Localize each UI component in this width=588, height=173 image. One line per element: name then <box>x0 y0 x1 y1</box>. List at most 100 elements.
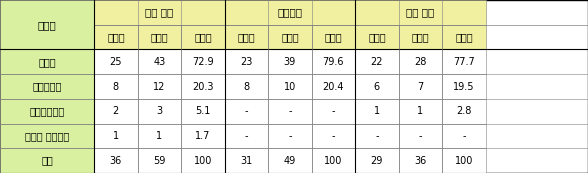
FancyBboxPatch shape <box>225 25 268 49</box>
Text: -: - <box>332 106 335 116</box>
FancyBboxPatch shape <box>0 124 94 148</box>
Text: 규조류: 규조류 <box>38 57 56 67</box>
Text: 출현종: 출현종 <box>412 32 429 42</box>
Text: 12: 12 <box>153 81 166 92</box>
FancyBboxPatch shape <box>181 49 225 74</box>
Text: 72.9: 72.9 <box>192 57 213 67</box>
FancyBboxPatch shape <box>138 124 181 148</box>
FancyBboxPatch shape <box>225 148 268 173</box>
FancyBboxPatch shape <box>225 49 268 74</box>
Text: 규질편모조류: 규질편모조류 <box>29 106 65 116</box>
Text: 3: 3 <box>156 106 162 116</box>
Text: -: - <box>245 106 248 116</box>
Text: -: - <box>332 131 335 141</box>
FancyBboxPatch shape <box>181 25 225 49</box>
FancyBboxPatch shape <box>138 49 181 74</box>
FancyBboxPatch shape <box>399 124 442 148</box>
Text: 2.8: 2.8 <box>456 106 472 116</box>
FancyBboxPatch shape <box>0 49 94 74</box>
FancyBboxPatch shape <box>0 99 94 124</box>
FancyBboxPatch shape <box>355 25 399 49</box>
Text: 1: 1 <box>156 131 162 141</box>
Text: 7: 7 <box>417 81 423 92</box>
Text: 2: 2 <box>113 106 119 116</box>
Text: 동물성 편모조류: 동물성 편모조류 <box>25 131 69 141</box>
Text: 29: 29 <box>370 156 383 166</box>
Text: 출현속: 출현속 <box>238 32 255 42</box>
Text: 1.7: 1.7 <box>195 131 211 141</box>
Text: 1: 1 <box>374 106 380 116</box>
Text: 점유율: 점유율 <box>325 32 342 42</box>
FancyBboxPatch shape <box>181 99 225 124</box>
FancyBboxPatch shape <box>312 74 355 99</box>
Text: 77.7: 77.7 <box>453 57 475 67</box>
Text: 출현속: 출현속 <box>368 32 386 42</box>
FancyBboxPatch shape <box>268 74 312 99</box>
FancyBboxPatch shape <box>181 148 225 173</box>
Text: 출현속: 출현속 <box>107 32 125 42</box>
Text: 분류군: 분류군 <box>38 20 56 30</box>
Text: 59: 59 <box>153 156 166 166</box>
FancyBboxPatch shape <box>94 74 138 99</box>
Text: 출현종: 출현종 <box>151 32 168 42</box>
Text: 변산반도: 변산반도 <box>278 7 302 17</box>
Text: 100: 100 <box>324 156 343 166</box>
Text: 완도 신지: 완도 신지 <box>145 7 173 17</box>
Text: 20.4: 20.4 <box>323 81 344 92</box>
FancyBboxPatch shape <box>399 148 442 173</box>
Text: -: - <box>462 131 466 141</box>
FancyBboxPatch shape <box>94 148 138 173</box>
FancyBboxPatch shape <box>399 49 442 74</box>
FancyBboxPatch shape <box>442 99 486 124</box>
Text: 79.6: 79.6 <box>323 57 344 67</box>
FancyBboxPatch shape <box>399 25 442 49</box>
FancyBboxPatch shape <box>0 0 94 49</box>
FancyBboxPatch shape <box>355 124 399 148</box>
Text: 10: 10 <box>284 81 296 92</box>
FancyBboxPatch shape <box>268 99 312 124</box>
FancyBboxPatch shape <box>355 148 399 173</box>
FancyBboxPatch shape <box>225 124 268 148</box>
Text: 25: 25 <box>109 57 122 67</box>
FancyBboxPatch shape <box>225 99 268 124</box>
FancyBboxPatch shape <box>94 99 138 124</box>
Text: 49: 49 <box>284 156 296 166</box>
Text: 8: 8 <box>113 81 119 92</box>
FancyBboxPatch shape <box>312 99 355 124</box>
Text: 19.5: 19.5 <box>453 81 475 92</box>
FancyBboxPatch shape <box>268 25 312 49</box>
FancyBboxPatch shape <box>312 148 355 173</box>
Text: 여수 돌산: 여수 돌산 <box>406 7 435 17</box>
Text: 36: 36 <box>110 156 122 166</box>
FancyBboxPatch shape <box>138 99 181 124</box>
Text: 100: 100 <box>193 156 212 166</box>
Text: 출현종: 출현종 <box>281 32 299 42</box>
FancyBboxPatch shape <box>442 124 486 148</box>
FancyBboxPatch shape <box>355 99 399 124</box>
FancyBboxPatch shape <box>0 148 94 173</box>
Text: 20.3: 20.3 <box>192 81 213 92</box>
Text: 5.1: 5.1 <box>195 106 211 116</box>
Text: -: - <box>288 106 292 116</box>
Text: -: - <box>419 131 422 141</box>
Text: 8: 8 <box>243 81 249 92</box>
Text: 1: 1 <box>113 131 119 141</box>
FancyBboxPatch shape <box>355 0 486 25</box>
Text: 6: 6 <box>374 81 380 92</box>
Text: 43: 43 <box>153 57 165 67</box>
FancyBboxPatch shape <box>399 99 442 124</box>
FancyBboxPatch shape <box>138 25 181 49</box>
Text: 36: 36 <box>415 156 426 166</box>
FancyBboxPatch shape <box>399 74 442 99</box>
Text: 100: 100 <box>455 156 473 166</box>
Text: 39: 39 <box>284 57 296 67</box>
Text: -: - <box>375 131 379 141</box>
Text: 23: 23 <box>240 57 253 67</box>
FancyBboxPatch shape <box>94 124 138 148</box>
FancyBboxPatch shape <box>442 49 486 74</box>
Text: 점유율: 점유율 <box>455 32 473 42</box>
FancyBboxPatch shape <box>355 49 399 74</box>
FancyBboxPatch shape <box>268 124 312 148</box>
FancyBboxPatch shape <box>94 49 138 74</box>
Text: 28: 28 <box>414 57 427 67</box>
